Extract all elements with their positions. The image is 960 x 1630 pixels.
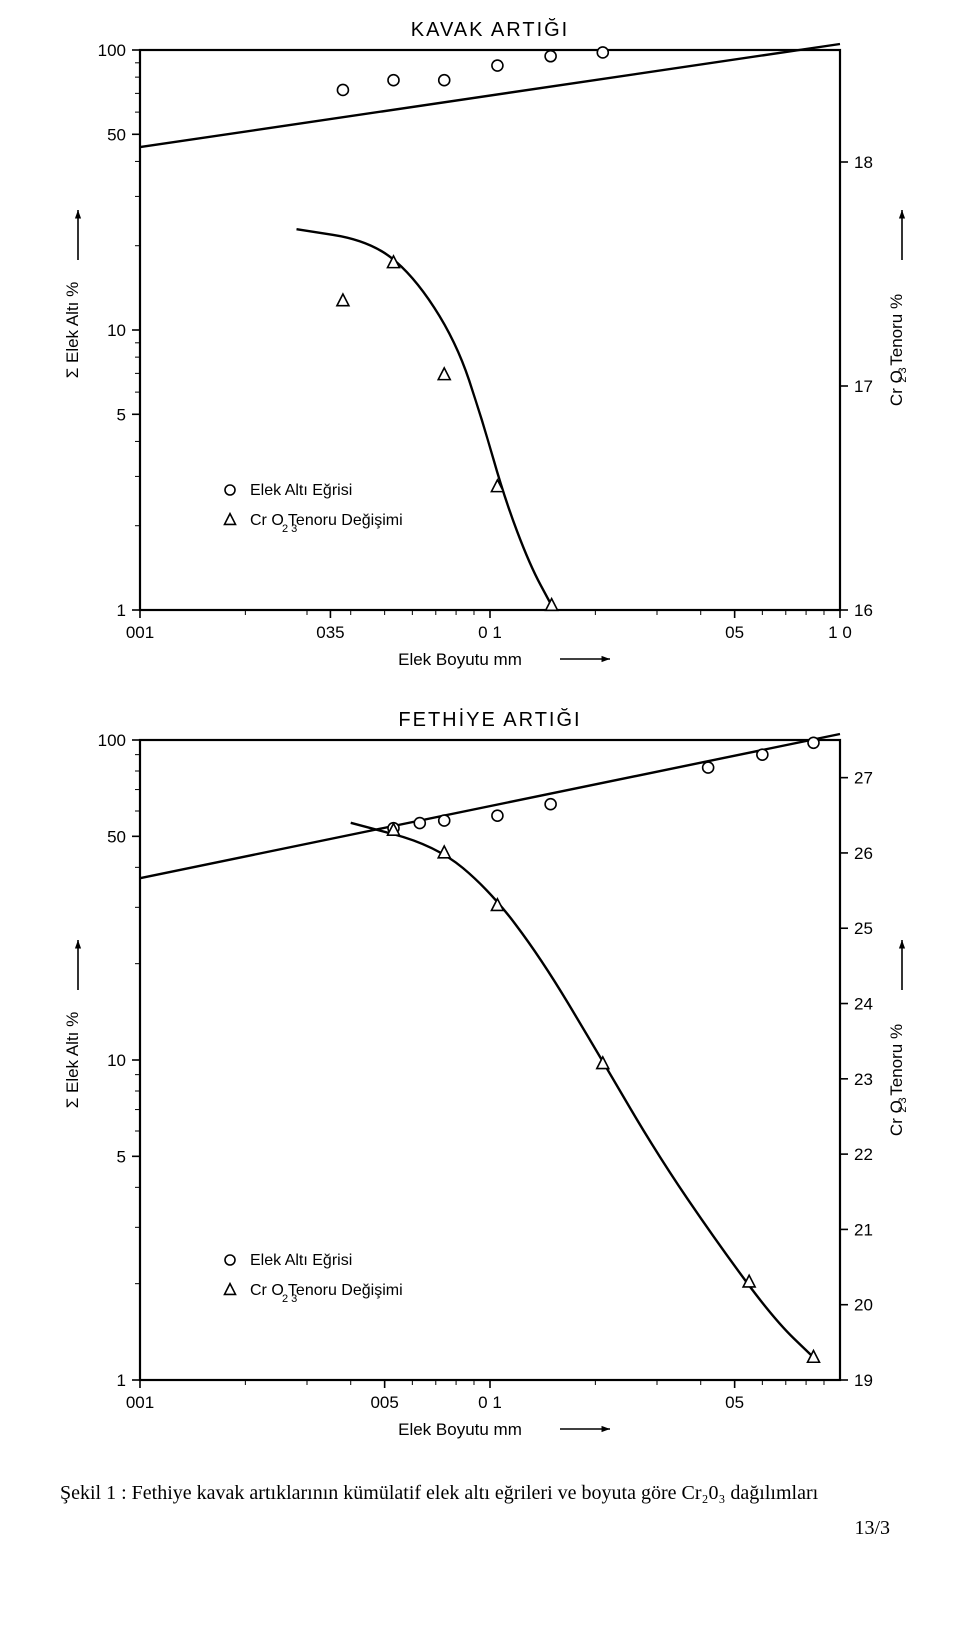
svg-text:0 1: 0 1 (478, 623, 502, 642)
svg-text:05: 05 (725, 1393, 744, 1412)
svg-text:18: 18 (854, 153, 873, 172)
svg-text:Cr O Tenoru Değişimi: Cr O Tenoru Değişimi (250, 512, 403, 529)
svg-text:20: 20 (854, 1296, 873, 1315)
svg-text:Elek Boyutu mm: Elek Boyutu mm (398, 1420, 522, 1439)
svg-text:10: 10 (107, 321, 126, 340)
svg-text:Σ Elek Altı %: Σ Elek Altı % (63, 282, 82, 379)
svg-text:001: 001 (126, 623, 154, 642)
chart-kavak: KAVAK ARTIĞI 001 035 0 1 05 1 0 1 5 10 50 100 16 17 1… (0, 0, 960, 690)
chart-fethiye: FETHİYE ARTIĞI 001 005 0 1 05 1 5 10 50 100 19 20 21… (0, 690, 960, 1470)
svg-text:2 3: 2 3 (282, 1293, 297, 1305)
svg-text:25: 25 (854, 919, 873, 938)
svg-text:035: 035 (316, 623, 344, 642)
svg-text:05: 05 (725, 623, 744, 642)
svg-text:100: 100 (98, 41, 126, 60)
svg-text:Σ Elek Altı %: Σ Elek Altı % (63, 1012, 82, 1109)
svg-text:005: 005 (370, 1393, 398, 1412)
svg-text:23: 23 (854, 1070, 873, 1089)
svg-text:2 3: 2 3 (282, 523, 297, 535)
svg-text:50: 50 (107, 125, 126, 144)
svg-text:24: 24 (854, 995, 873, 1014)
svg-text:50: 50 (107, 827, 126, 846)
page: KAVAK ARTIĞI 001 035 0 1 05 1 0 1 5 10 50 100 16 17 1… (0, 0, 960, 1560)
svg-text:Cr O Tenoru Değişimi: Cr O Tenoru Değişimi (250, 1282, 403, 1299)
svg-text:Elek Altı Eğrisi: Elek Altı Eğrisi (250, 1252, 352, 1269)
svg-text:Elek Altı Eğrisi: Elek Altı Eğrisi (250, 482, 352, 499)
svg-text:2 3: 2 3 (897, 1097, 909, 1112)
svg-text:5: 5 (117, 405, 126, 424)
svg-text:FETHİYE ARTIĞI: FETHİYE ARTIĞI (398, 708, 581, 731)
svg-text:17: 17 (854, 377, 873, 396)
svg-text:0 1: 0 1 (478, 1393, 502, 1412)
svg-text:Elek Boyutu mm: Elek Boyutu mm (398, 650, 522, 669)
svg-text:001: 001 (126, 1393, 154, 1412)
svg-text:1 0: 1 0 (828, 623, 852, 642)
svg-text:1: 1 (117, 1371, 126, 1390)
chart-fethiye-svg: FETHİYE ARTIĞI 001 005 0 1 05 1 5 10 50 100 19 20 21… (0, 690, 960, 1470)
svg-text:19: 19 (854, 1371, 873, 1390)
svg-text:2 3: 2 3 (897, 367, 909, 382)
svg-text:21: 21 (854, 1220, 873, 1239)
page-number: 13/3 (0, 1513, 960, 1560)
svg-text:Cr O Tenoru %: Cr O Tenoru % (887, 1024, 906, 1136)
figure-caption: Şekil 1 : Fethiye kavak artıklarının küm… (0, 1470, 960, 1513)
svg-text:Cr O Tenoru %: Cr O Tenoru % (887, 294, 906, 406)
svg-text:10: 10 (107, 1051, 126, 1070)
svg-text:100: 100 (98, 731, 126, 750)
svg-text:1: 1 (117, 601, 126, 620)
svg-text:27: 27 (854, 769, 873, 788)
svg-text:16: 16 (854, 601, 873, 620)
svg-text:22: 22 (854, 1145, 873, 1164)
svg-text:KAVAK ARTIĞI: KAVAK ARTIĞI (411, 18, 570, 41)
svg-text:26: 26 (854, 844, 873, 863)
chart-kavak-svg: KAVAK ARTIĞI 001 035 0 1 05 1 0 1 5 10 50 100 16 17 1… (0, 0, 960, 690)
svg-text:5: 5 (117, 1147, 126, 1166)
